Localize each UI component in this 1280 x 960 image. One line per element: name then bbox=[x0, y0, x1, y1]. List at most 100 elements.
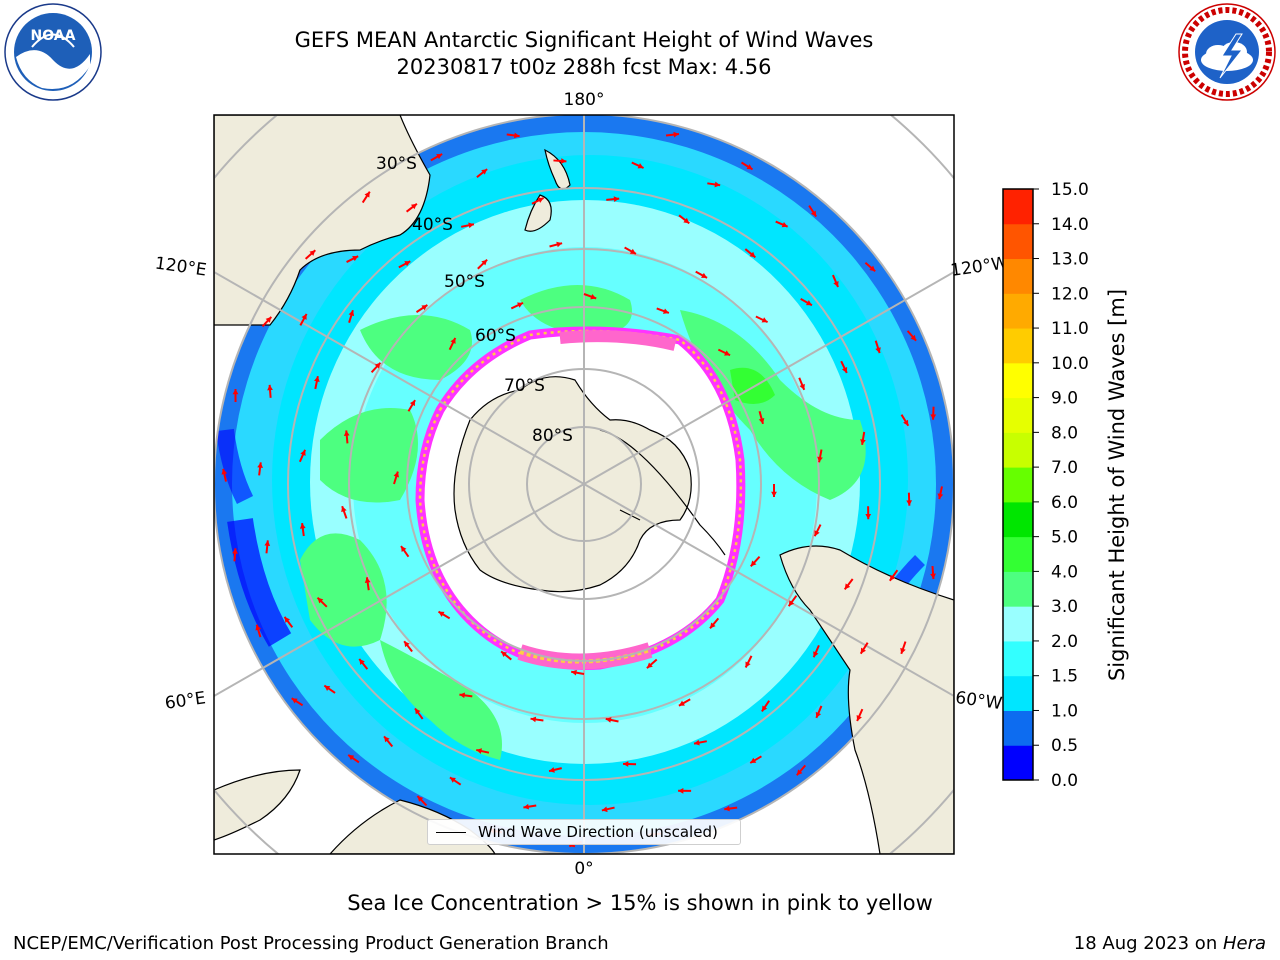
wave-arrow-head bbox=[613, 196, 620, 203]
footer-credit: NCEP/EMC/Verification Post Processing Pr… bbox=[13, 933, 609, 954]
wave-arrow-head bbox=[605, 717, 612, 723]
wave-arrow-head bbox=[404, 641, 410, 648]
wave-arrow-head bbox=[343, 430, 350, 436]
south-america-landmass bbox=[779, 545, 954, 854]
footer-date: 18 Aug 2023 on Hera bbox=[1074, 933, 1266, 954]
wave-arrow-head bbox=[267, 384, 273, 391]
colorbar-segment bbox=[1003, 328, 1033, 364]
wave-arrow-head bbox=[646, 662, 653, 669]
sea-ice-caption: Sea Ice Concentration > 15% is shown in … bbox=[347, 891, 933, 915]
wave-arrow-head bbox=[903, 419, 909, 426]
colorbar-tick-label: 2.0 bbox=[1051, 632, 1078, 652]
wave-arrow-head bbox=[264, 540, 271, 546]
wave-arrow-head bbox=[537, 197, 544, 203]
chart-subtitle: 20230817 t00z 288h fcst Max: 4.56 bbox=[396, 55, 772, 79]
wave-arrow-head bbox=[860, 647, 866, 654]
wave-arrow-head bbox=[910, 334, 917, 341]
wave-arrow-head bbox=[284, 616, 290, 623]
colorbar-segment bbox=[1003, 432, 1033, 468]
wave-arrow-head bbox=[750, 757, 757, 763]
antarctica-landmass bbox=[453, 376, 692, 593]
wave-arrow-head bbox=[300, 449, 306, 456]
wave-arrow-head bbox=[450, 337, 456, 344]
map-legend: Wind Wave Direction (unscaled) bbox=[427, 819, 741, 845]
colorbar-tick-label: 11.0 bbox=[1051, 319, 1089, 339]
colorbar-tick-label: 15.0 bbox=[1051, 180, 1089, 200]
wave-arrow-head bbox=[714, 181, 721, 188]
wave-arrow-head bbox=[459, 692, 466, 699]
wave-arrow-head bbox=[560, 158, 567, 164]
wave-arrow-head bbox=[481, 169, 488, 175]
lon-label-120e: 120°E bbox=[154, 254, 208, 281]
colorbar: 0.0 0.5 1.0 1.5 2.0 3.0 4.0 5.0 6.0 7.0 8.0 9.0 10.0… bbox=[1002, 180, 1089, 791]
colorbar-tick-label: 1.0 bbox=[1051, 701, 1078, 721]
colorbar-tick-label: 5.0 bbox=[1051, 528, 1078, 548]
wave-arrow-head bbox=[530, 716, 537, 723]
wave-arrow-head bbox=[788, 600, 795, 607]
wave-arrow-head bbox=[556, 241, 563, 248]
national-weather-service-logo bbox=[1178, 3, 1276, 101]
wave-arrow-head bbox=[468, 222, 474, 229]
wave-arrow-head bbox=[771, 491, 777, 497]
wave-arrow-head bbox=[758, 417, 765, 424]
colorbar-tick-label: 8.0 bbox=[1051, 423, 1078, 443]
lon-label-120w: 120°W bbox=[949, 253, 1009, 281]
colorbar-segment bbox=[1003, 745, 1033, 781]
wave-arrow-head bbox=[410, 203, 417, 210]
wave-arrow-head bbox=[683, 217, 690, 224]
wave-arrow-head bbox=[476, 748, 483, 754]
wave-arrow-head bbox=[348, 310, 355, 317]
wave-arrow-head bbox=[865, 513, 872, 520]
wave-arrow-head bbox=[299, 523, 306, 529]
wave-arrow-head bbox=[815, 711, 822, 718]
wave-arrow-head bbox=[937, 493, 944, 500]
wave-arrow-head bbox=[906, 500, 913, 506]
wave-arrow-head bbox=[750, 560, 757, 567]
wave-arrow-head bbox=[384, 736, 390, 743]
colorbar-tick-label: 0.0 bbox=[1051, 771, 1078, 791]
wave-arrow-head bbox=[761, 705, 768, 712]
lon-label-60w: 60°W bbox=[954, 688, 1003, 714]
wave-arrow-head bbox=[374, 362, 381, 369]
wave-arrow-head bbox=[291, 698, 298, 704]
wave-arrow-head bbox=[662, 308, 669, 314]
wave-arrow-head bbox=[324, 685, 331, 691]
colorbar-segment bbox=[1003, 258, 1033, 294]
wave-arrow-head bbox=[724, 350, 731, 356]
noaa-logo-text: NOAA bbox=[31, 28, 76, 44]
wave-arrow-head bbox=[844, 583, 851, 590]
wave-arrow-head bbox=[421, 305, 428, 311]
wave-arrow-head bbox=[833, 281, 839, 288]
colorbar-tick-label: 4.0 bbox=[1051, 562, 1078, 582]
lat-label-50s: 50°S bbox=[444, 272, 485, 292]
wave-arrow-head bbox=[393, 471, 400, 478]
wave-arrow-head bbox=[404, 261, 411, 267]
wave-arrow-head bbox=[930, 414, 937, 420]
colorbar-tick-label: 0.5 bbox=[1051, 736, 1078, 756]
wave-arrow-head bbox=[817, 456, 823, 463]
wave-arrow-head bbox=[746, 164, 753, 170]
wave-arrow-head bbox=[438, 611, 445, 617]
noaa-logo: NOAA bbox=[4, 3, 102, 101]
wave-arrow-head bbox=[623, 761, 629, 767]
colorbar-segment bbox=[1003, 397, 1033, 433]
wave-arrow-head bbox=[364, 577, 371, 583]
wave-arrow-head bbox=[309, 250, 316, 256]
wave-arrow-head bbox=[364, 191, 370, 198]
colorbar-tick-label: 10.0 bbox=[1051, 354, 1089, 374]
wave-arrow-head bbox=[255, 624, 261, 631]
wave-arrow-head bbox=[401, 546, 407, 553]
australia-landmass bbox=[214, 115, 431, 326]
wave-arrow-head bbox=[514, 132, 520, 139]
colorbar-segment bbox=[1003, 571, 1033, 607]
colorbar-tick-label: 14.0 bbox=[1051, 215, 1089, 235]
wave-arrow-head bbox=[856, 715, 862, 722]
wave-arrow-head bbox=[694, 739, 700, 746]
chart-title: GEFS MEAN Antarctic Significant Height o… bbox=[294, 28, 874, 52]
wave-arrow-head bbox=[930, 573, 936, 579]
wave-arrow-head bbox=[724, 805, 730, 812]
colorbar-segment bbox=[1003, 640, 1033, 677]
wave-arrow-head bbox=[481, 259, 488, 266]
footer-date-text: 18 Aug 2023 on bbox=[1073, 933, 1223, 954]
